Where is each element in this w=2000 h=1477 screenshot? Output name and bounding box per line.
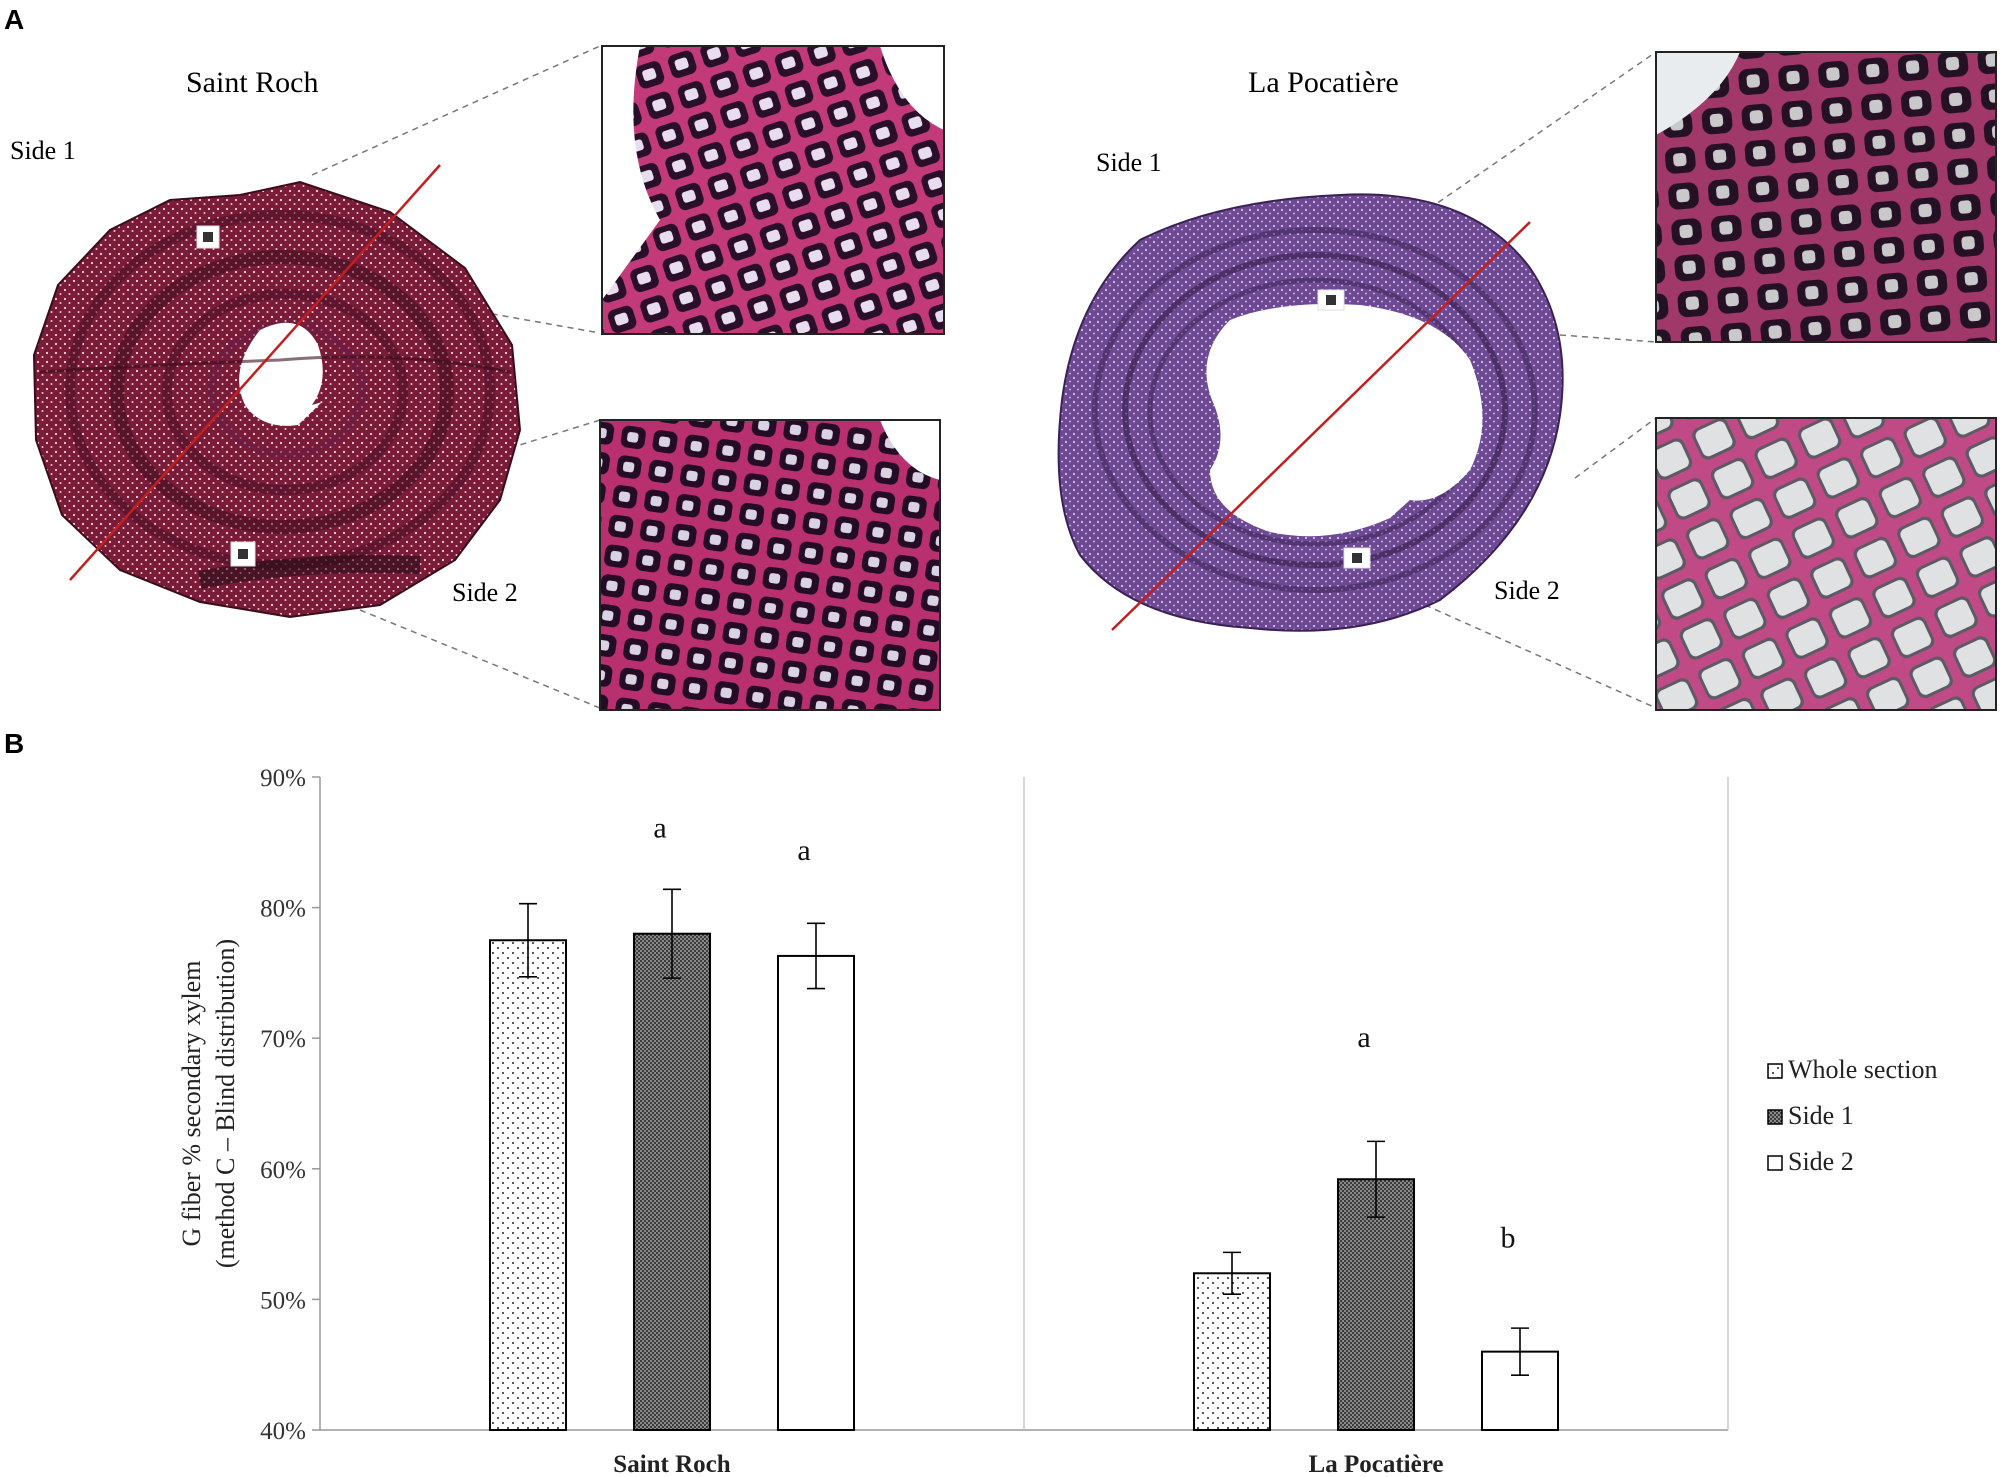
significance-letter: a: [1357, 1021, 1370, 1054]
legend-swatch: [1767, 1155, 1783, 1171]
bar-side-1: [1337, 1178, 1415, 1431]
la-pocatiere-inset-side2: [1655, 417, 1997, 711]
la-pocatiere-transect-line: [1111, 221, 1531, 631]
x-category-label: La Pocatière: [1309, 1451, 1444, 1477]
la-pocatiere-side1-label: Side 1: [1096, 148, 1162, 177]
legend-label: Side 1: [1788, 1101, 1854, 1130]
y-tick-label: 60%: [260, 1157, 306, 1184]
y-tick-label: 80%: [260, 896, 306, 923]
y-tick-label: 70%: [260, 1026, 306, 1053]
saint-roch-inset-side1: [601, 45, 945, 335]
bar-chart: 40% 50% 60% 70% 80% 90% G fiber % secondary xy…: [177, 765, 1937, 1477]
y-tick-label: 40%: [260, 1418, 306, 1445]
x-category-label: Saint Roch: [613, 1451, 730, 1477]
saint-roch-side2-label: Side 2: [452, 578, 518, 607]
legend-swatch: [1767, 1063, 1783, 1079]
micrograph-panel: [32, 45, 1997, 711]
significance-letter: b: [1501, 1222, 1516, 1255]
legend-label: Whole section: [1788, 1055, 1937, 1084]
site-title-saint-roch: Saint Roch: [186, 66, 319, 99]
y-axis-label-line1: G fiber % secondary xylem: [177, 961, 206, 1247]
legend-label: Side 2: [1788, 1147, 1854, 1176]
bar-whole-section: [489, 939, 567, 1431]
panel-a-label: A: [4, 4, 25, 35]
saint-roch-transect-line: [69, 164, 441, 581]
panel-b-label: B: [4, 728, 25, 759]
la-pocatiere-cross-section: [1057, 193, 1564, 632]
y-axis-label-line2: (method C – Blind distribution): [211, 939, 240, 1268]
y-tick-label: 90%: [260, 765, 306, 792]
la-pocatiere-side2-label: Side 2: [1494, 576, 1560, 605]
site-title-la-pocatiere: La Pocatière: [1248, 66, 1399, 99]
significance-letter: a: [797, 834, 810, 867]
la-pocatiere-inset-side1: [1655, 51, 1997, 343]
bar-side-2: [777, 954, 855, 1431]
y-tick-label: 50%: [260, 1287, 306, 1314]
plot-area: 40% 50% 60% 70% 80% 90% G fiber % secondary xy…: [177, 765, 1937, 1477]
significance-letter: a: [653, 812, 666, 845]
saint-roch-cross-section: [32, 164, 522, 619]
saint-roch-inset-side2: [599, 419, 941, 711]
legend-swatch: [1767, 1109, 1783, 1125]
saint-roch-side1-label: Side 1: [10, 136, 76, 165]
bar-side-1: [633, 932, 711, 1431]
bar-whole-section: [1193, 1272, 1271, 1432]
